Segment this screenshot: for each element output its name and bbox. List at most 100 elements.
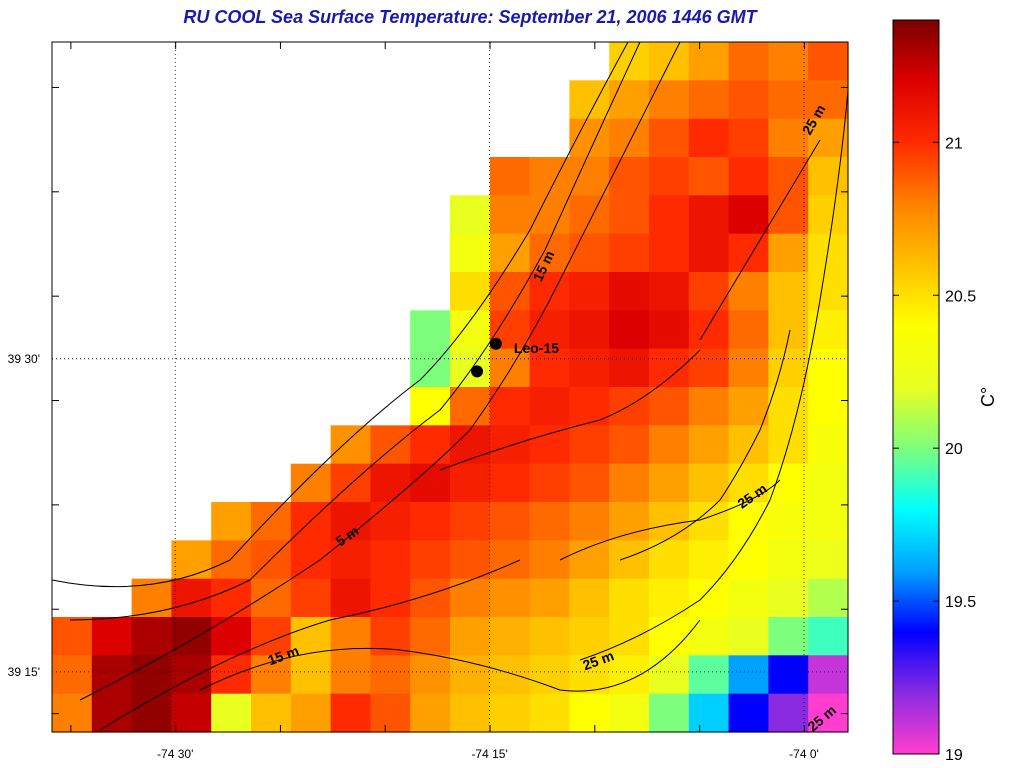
sst-cell (450, 655, 491, 695)
colorbar (892, 19, 940, 755)
sst-cell (330, 502, 371, 541)
sst-cell (609, 693, 650, 733)
sst-cell (768, 80, 809, 120)
sst-cell (91, 693, 133, 733)
sst-cell (569, 655, 610, 695)
sst-cell (569, 387, 610, 426)
sst-cell (768, 272, 809, 311)
sst-cell (529, 540, 570, 580)
colorbar-tick-label: 20 (945, 441, 963, 458)
sst-cell (728, 118, 769, 158)
x-tick-label: -74 30' (157, 747, 193, 761)
sst-cell (91, 617, 133, 656)
sst-cell (649, 578, 690, 618)
sst-cell (688, 157, 730, 196)
sst-cell (290, 540, 332, 580)
sst-cell (609, 42, 650, 81)
sst-cell (688, 272, 730, 311)
contour-line (51, 41, 629, 588)
sst-cell (808, 233, 849, 273)
sst-cell (609, 463, 650, 503)
sst-cell (808, 425, 849, 465)
sst-cell (450, 578, 491, 618)
sst-cell (171, 693, 212, 733)
sst-cell (370, 655, 411, 695)
sst-cell (569, 272, 610, 311)
sst-cell (609, 195, 650, 235)
sst-cell (728, 540, 769, 580)
sst-cell (290, 463, 332, 503)
sst-cell (489, 425, 531, 465)
sst-cell (808, 157, 849, 196)
sst-cell (768, 233, 809, 273)
sst-cell (529, 272, 570, 311)
sst-cell (529, 578, 570, 618)
colorbar-tick-label: 19.5 (945, 594, 976, 611)
sst-cell (649, 502, 690, 541)
sst-cell (768, 655, 809, 695)
sst-cell (808, 272, 849, 311)
sst-cell (728, 693, 769, 733)
sst-cell (529, 693, 570, 733)
sst-cell (489, 617, 531, 656)
sst-cell (171, 540, 212, 580)
sst-cell (410, 540, 451, 580)
sst-cell (728, 502, 769, 541)
sst-cell (569, 693, 610, 733)
sst-cell (768, 310, 809, 350)
sst-cell (688, 118, 730, 158)
sst-cell (808, 502, 849, 541)
sst-cell (808, 463, 849, 503)
sst-cell (609, 272, 650, 311)
sst-cell (808, 540, 849, 580)
sst-cell (808, 195, 849, 235)
sst-cell (370, 617, 411, 656)
sst-cell (649, 195, 690, 235)
sst-cell (529, 463, 570, 503)
station-marker (489, 337, 502, 350)
sst-cell (290, 693, 332, 733)
sst-cell (489, 348, 531, 388)
sst-cell (450, 387, 491, 426)
sst-cell (768, 502, 809, 541)
sst-cell (649, 655, 690, 695)
sst-cell (768, 578, 809, 618)
sst-cell (808, 655, 849, 695)
sst-cell (410, 310, 451, 350)
sst-cell (768, 195, 809, 235)
y-tick-label: 39 30' (8, 352, 40, 366)
x-tick-label: -74 15' (471, 747, 507, 761)
sst-cell (808, 617, 849, 656)
sst-cell (410, 617, 451, 656)
contour-line (619, 329, 791, 561)
sst-cell (649, 80, 690, 120)
sst-cell (649, 233, 690, 273)
sst-cell (489, 540, 531, 580)
contour-line (439, 349, 701, 471)
sst-cell (649, 387, 690, 426)
sst-cell (649, 617, 690, 656)
sst-cell (688, 233, 730, 273)
sst-cell (768, 463, 809, 503)
station-label: Leo-15 (514, 340, 559, 356)
station-marker (471, 365, 484, 378)
sst-cell (529, 348, 570, 388)
sst-cell (290, 578, 332, 618)
sst-cell (688, 387, 730, 426)
sst-cell (569, 463, 610, 503)
sst-cell (649, 540, 690, 580)
sst-cell (808, 42, 849, 81)
chart-title: RU COOL Sea Surface Temperature: Septemb… (183, 7, 757, 27)
sst-cell (290, 655, 332, 695)
sst-cell (728, 42, 769, 81)
sst-cell (609, 655, 650, 695)
sst-cell (768, 693, 809, 733)
sst-cell (768, 348, 809, 388)
contour-line (69, 41, 641, 621)
sst-cell (370, 425, 411, 465)
sst-cell (450, 195, 491, 235)
sst-cell (450, 348, 491, 388)
sst-cell (529, 195, 570, 235)
sst-cell (728, 157, 769, 196)
